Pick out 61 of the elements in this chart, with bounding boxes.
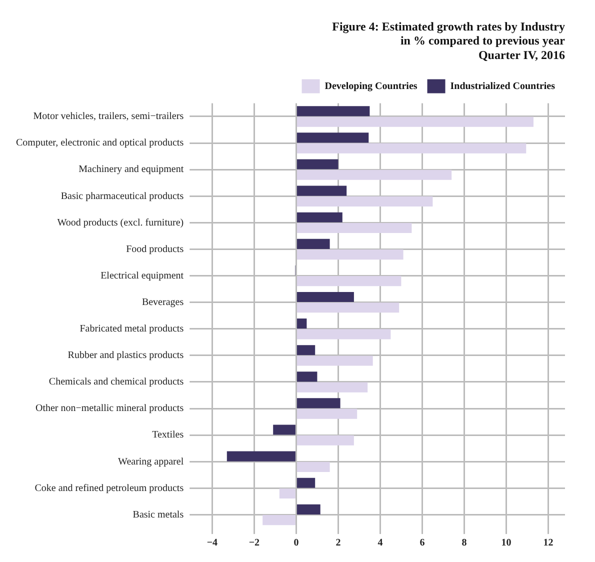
bar [296, 504, 320, 514]
x-tick-label: 6 [420, 538, 425, 549]
bar [262, 514, 296, 526]
bar [296, 238, 330, 249]
x-tick-label: 4 [378, 538, 383, 549]
bar [296, 372, 318, 382]
bar [296, 398, 340, 408]
bar [296, 462, 330, 472]
bar [296, 478, 316, 488]
y-tick-label: Rubber and plastics products [68, 350, 184, 362]
bar [296, 132, 369, 143]
y-tick-label: Fabricated metal products [80, 324, 184, 334]
bar [296, 196, 433, 206]
y-tick-label: Basic pharmaceutical products [60, 190, 184, 202]
y-tick-label: Textiles [152, 430, 184, 441]
bar [296, 345, 316, 356]
bar [296, 276, 402, 286]
y-tick-label: Other non−metallic mineral products [35, 403, 184, 414]
y-tick-label: Motor vehicles, trailers, semi−trailers [33, 111, 184, 122]
x-tick-label: 2 [336, 538, 341, 549]
y-tick-label: Wood products (excl. furniture) [57, 217, 184, 228]
y-tick-label: Chemicals and chemical products [48, 376, 184, 388]
bar [296, 382, 368, 392]
bar [296, 356, 373, 366]
bar [296, 212, 342, 222]
bar [296, 186, 347, 196]
legend-label: Developing Countries [324, 80, 418, 92]
text: Quarter IV, 2016 [478, 48, 565, 62]
x-tick-label: 8 [462, 538, 467, 549]
bar [296, 159, 338, 170]
y-tick-label: Wearing apparel [118, 456, 184, 468]
bar [296, 249, 404, 260]
bar [296, 302, 400, 313]
bar [279, 488, 296, 499]
y-tick-label: Basic metals [132, 509, 184, 520]
text: Figure 4: Estimated growth rates by Industry [332, 19, 565, 34]
y-tick-label: Machinery and equipment [78, 164, 184, 176]
y-tick-label: Food products [126, 244, 184, 255]
bar [296, 408, 358, 419]
bar [296, 292, 354, 302]
x-tick-label: 10 [501, 538, 512, 549]
bar [296, 318, 307, 329]
text: in % compared to previous year [400, 34, 565, 48]
x-tick-label: −2 [248, 538, 260, 549]
bar [296, 329, 391, 340]
legend-label: Industrialized Countries [450, 80, 556, 92]
x-tick-label: 0 [294, 538, 299, 549]
bar [296, 116, 534, 127]
bar [296, 435, 354, 446]
x-tick-label: −4 [206, 538, 218, 549]
y-tick-label: Beverages [142, 296, 184, 308]
x-tick-label: 12 [543, 538, 554, 549]
bar [296, 106, 370, 116]
bar [296, 143, 526, 154]
y-tick-label: Coke and refined petroleum products [34, 482, 184, 494]
y-tick-label: Electrical equipment [100, 270, 184, 282]
bar [273, 424, 296, 435]
y-tick-label: Computer, electronic and optical products [16, 138, 184, 149]
bar [296, 222, 412, 234]
bar [296, 170, 452, 180]
bar [226, 451, 296, 462]
